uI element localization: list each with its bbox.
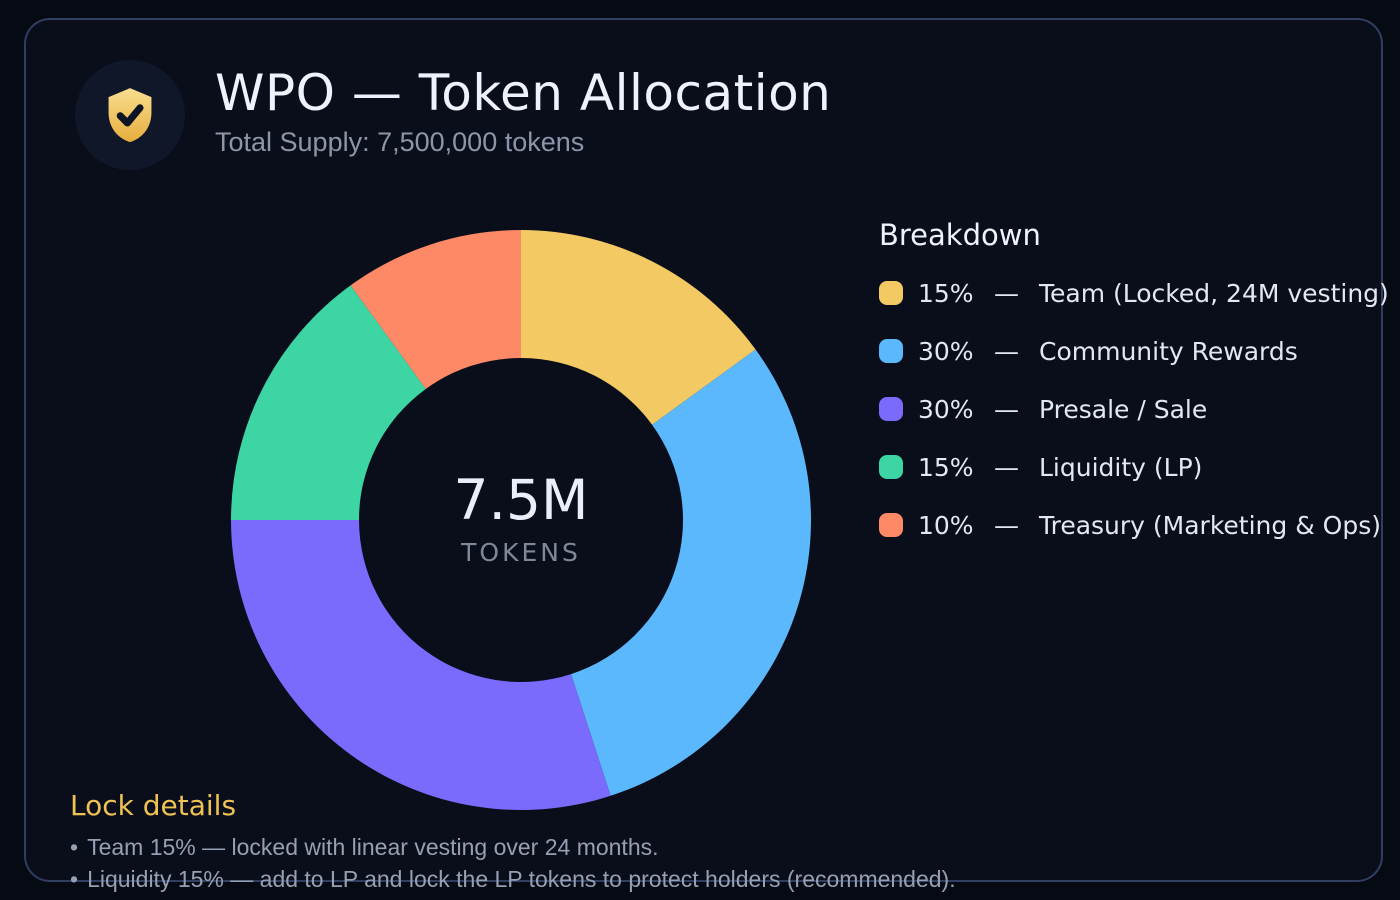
legend-swatch-treasury — [879, 513, 903, 537]
legend-pct: 10% — [918, 510, 974, 540]
lock-details-list: • Team 15% — locked with linear vesting o… — [70, 831, 956, 895]
legend-item-treasury[interactable]: 10% — Treasury (Marketing & Ops) — [879, 510, 1389, 540]
legend-swatch-presale — [879, 397, 903, 421]
legend-label: Liquidity (LP) — [1039, 452, 1203, 482]
legend-label: Community Rewards — [1039, 336, 1298, 366]
legend-pct: 15% — [918, 452, 974, 482]
lock-details: Lock details • Team 15% — locked with lin… — [70, 789, 956, 895]
legend-pct: 30% — [918, 336, 974, 366]
shield-check-icon — [108, 88, 152, 143]
donut-slice-team[interactable] — [521, 230, 756, 425]
header: WPO — Token Allocation Total Supply: 7,5… — [215, 66, 831, 158]
lock-details-heading: Lock details — [70, 789, 237, 822]
donut-slice-treasury[interactable] — [350, 230, 521, 389]
legend-pct: 15% — [918, 278, 974, 308]
donut-chart — [231, 230, 811, 811]
donut-slice-liquidity[interactable] — [231, 285, 426, 520]
lock-detail-item: • Liquidity 15% — add to LP and lock the … — [70, 863, 956, 895]
legend-swatch-team — [879, 281, 903, 305]
legend-swatch-community — [879, 339, 903, 363]
legend-separator: — — [994, 394, 1019, 424]
legend-separator: — — [994, 278, 1019, 308]
shield-badge — [75, 60, 185, 170]
legend-pct: 30% — [918, 394, 974, 424]
bullet-text: Liquidity 15% — add to LP and lock the L… — [87, 866, 956, 892]
legend-heading: Breakdown — [879, 218, 1041, 252]
legend-separator: — — [994, 336, 1019, 366]
donut-slice-presale[interactable] — [231, 520, 611, 811]
page-subtitle: Total Supply: 7,500,000 tokens — [215, 127, 585, 157]
bullet-marker: • — [70, 866, 79, 892]
donut-slice-community[interactable] — [571, 349, 811, 796]
legend-separator: — — [994, 510, 1019, 540]
page-title: WPO — Token Allocation — [215, 64, 832, 122]
bullet-text: Team 15% — locked with linear vesting ov… — [87, 834, 659, 860]
lock-detail-item: • Team 15% — locked with linear vesting o… — [70, 831, 956, 863]
legend-label: Team (Locked, 24M vesting) — [1039, 278, 1389, 308]
legend-label: Treasury (Marketing & Ops) — [1039, 510, 1381, 540]
legend-separator: — — [994, 452, 1019, 482]
legend-swatch-liquidity — [879, 455, 903, 479]
legend-item-presale[interactable]: 30% — Presale / Sale — [879, 394, 1389, 424]
legend-item-liquidity[interactable]: 15% — Liquidity (LP) — [879, 452, 1389, 482]
legend-items: 15% — Team (Locked, 24M vesting) 30% — Commun… — [879, 278, 1389, 540]
token-allocation-card: WPO — Token Allocation Total Supply: 7,5… — [24, 18, 1389, 892]
legend-item-community[interactable]: 30% — Community Rewards — [879, 336, 1389, 366]
bullet-marker: • — [70, 834, 79, 860]
legend-label: Presale / Sale — [1039, 394, 1208, 424]
legend: Breakdown 15% — Team (Locked, 24M vesting)… — [879, 218, 1389, 540]
legend-item-team[interactable]: 15% — Team (Locked, 24M vesting) — [879, 278, 1389, 308]
